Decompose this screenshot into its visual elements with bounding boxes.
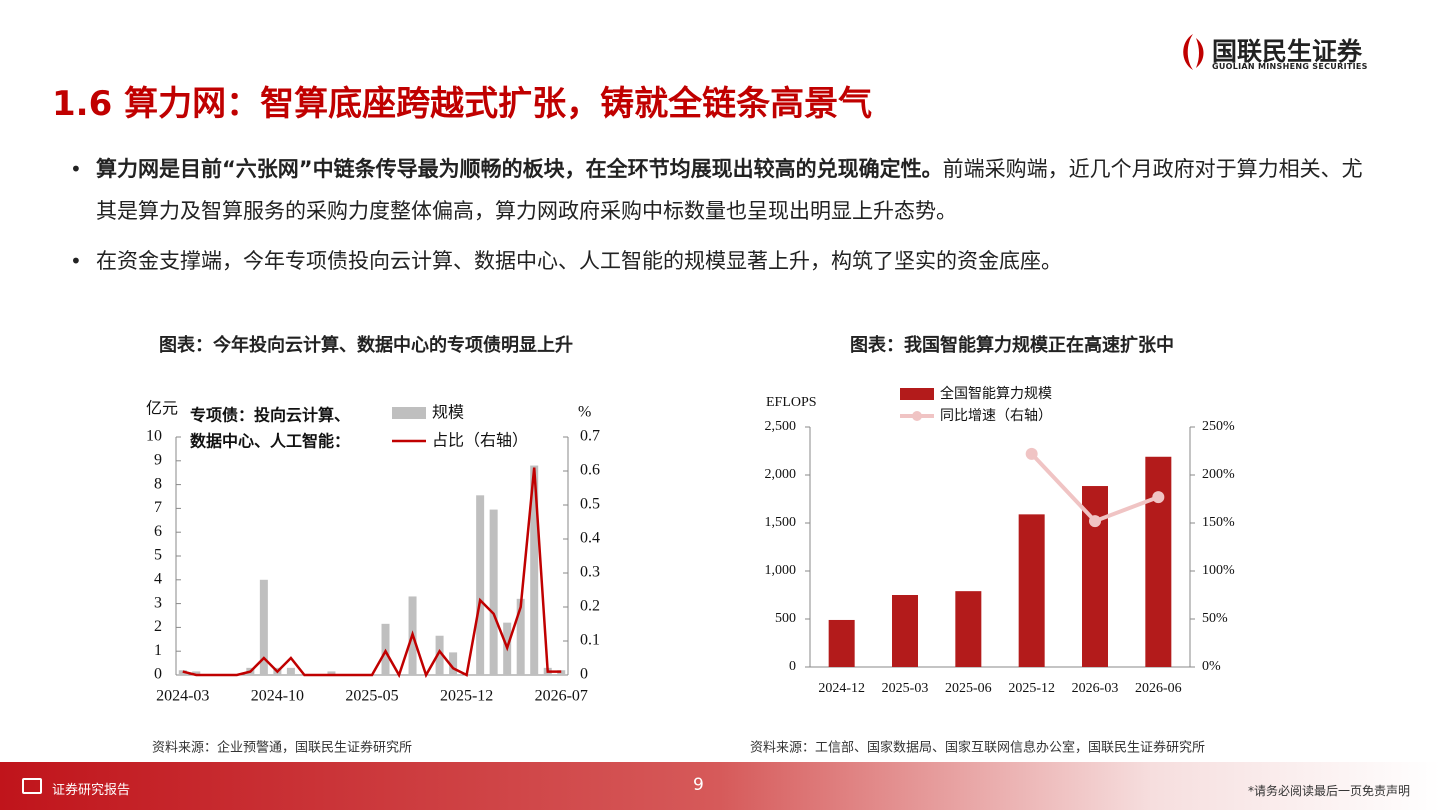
y-tick-label: 0 (154, 666, 162, 683)
bar (1145, 456, 1172, 667)
annotation: 数据中心、人工智能： (190, 432, 350, 451)
y2-axis-label: % (578, 404, 591, 421)
marker (1025, 447, 1038, 460)
y2-tick-label: 250% (1202, 419, 1235, 434)
y2-tick-label: 0.6 (580, 462, 600, 479)
legend-marker (912, 411, 922, 421)
y-tick-label: 6 (154, 523, 162, 540)
bar (955, 591, 982, 667)
x-tick-label: 2026-06 (1135, 681, 1182, 696)
page-number: 9 (693, 775, 704, 795)
bar (286, 667, 295, 675)
disclaimer: *请务必阅读最后一页免责声明 (1248, 784, 1411, 798)
y2-tick-label: 0.4 (580, 530, 600, 547)
bar (530, 465, 539, 675)
chart-title: 图表：今年投向云计算、数据中心的专项债明显上升 (159, 334, 573, 356)
x-tick-label: 2025-12 (440, 688, 493, 705)
y-tick-label: 2 (154, 618, 162, 635)
x-tick-label: 2025-12 (1008, 681, 1055, 696)
slide-title: 1.6 算力网：智算底座跨越式扩张，铸就全链条高景气 (52, 84, 873, 124)
y2-tick-label: 200% (1202, 467, 1235, 482)
bullet: • 在资金支撑端，今年专项债投向云计算、数据中心、人工智能的规模显著上升，构筑了坚… (70, 249, 1062, 273)
legend-label: 同比增速（右轴） (940, 408, 1052, 424)
y-tick-label: 2,500 (765, 419, 797, 434)
y-tick-label: 10 (146, 428, 162, 445)
x-tick-label: 2026-07 (535, 688, 588, 705)
x-tick-label: 2025-05 (345, 688, 398, 705)
bar (259, 579, 268, 675)
y2-tick-label: 0.7 (580, 428, 600, 445)
x-tick-label: 2024-03 (156, 688, 209, 705)
bar (327, 671, 336, 675)
marker (1089, 515, 1101, 528)
legend-swatch (900, 388, 934, 400)
bar (435, 635, 444, 675)
y-tick-label: 0 (789, 659, 796, 674)
y2-tick-label: 0.3 (580, 564, 600, 581)
y-tick-label: 4 (154, 570, 162, 587)
bar (192, 671, 201, 675)
annotation: 专项债：投向云计算、 (190, 406, 350, 425)
logo-icon (1178, 32, 1208, 72)
y2-tick-label: 0 (580, 666, 588, 683)
x-tick-label: 2025-06 (945, 681, 992, 696)
bullet-text: 前端采购端，近几个月政府对于算力相关、尤其是算力及智算服务的采购力度整体偏高，算… (96, 157, 1363, 223)
source: 资料来源：工信部、国家数据局、国家互联网信息办公室，国联民生证券研究所 (750, 740, 1205, 756)
x-tick-label: 2024-10 (251, 688, 304, 705)
y-tick-label: 7 (154, 499, 162, 516)
y-tick-label: 2,000 (765, 467, 797, 482)
y2-tick-label: 50% (1202, 611, 1228, 626)
bar (828, 619, 855, 667)
y-tick-label: 1,500 (765, 515, 797, 530)
book-icon (22, 778, 42, 794)
y-tick-label: 3 (154, 594, 162, 611)
bullet-text: 在资金支撑端，今年专项债投向云计算、数据中心、人工智能的规模显著上升，构筑了坚实… (96, 249, 1062, 273)
y2-tick-label: 150% (1202, 515, 1235, 530)
x-tick-label: 2024-12 (818, 681, 865, 696)
legend-label: 全国智能算力规模 (940, 385, 1052, 402)
marker (1152, 491, 1165, 504)
legend-label: 规模 (432, 403, 464, 422)
y-tick-label: 8 (154, 475, 162, 492)
y2-tick-label: 0.5 (580, 496, 600, 513)
bar (489, 509, 498, 675)
footer-bar (0, 762, 1440, 810)
bar (892, 595, 918, 667)
logo-name: 国联民生证券 (1212, 37, 1363, 66)
chart-title: 图表：我国智能算力规模正在高速扩张中 (850, 334, 1174, 356)
y-tick-label: 500 (775, 611, 796, 626)
y-tick-label: 1 (154, 642, 162, 659)
y-axis-label: EFLOPS (766, 395, 817, 410)
y-tick-label: 9 (154, 451, 162, 468)
bullet-bold: 算力网是目前“六张网”中链条传导最为顺畅的板块，在全环节均展现出较高的兑现确定性… (96, 157, 943, 181)
line (182, 467, 562, 679)
y2-tick-label: 0.2 (580, 598, 600, 615)
y2-tick-label: 0.1 (580, 632, 600, 649)
charts: 图表：今年投向云计算、数据中心的专项债明显上升资料来源：企业预警通，国联民生证券… (146, 334, 1235, 756)
bar (476, 495, 485, 675)
x-tick-label: 2025-03 (882, 681, 929, 696)
y2-tick-label: 0% (1202, 659, 1221, 674)
y2-tick-label: 100% (1202, 563, 1235, 578)
bullet: • 算力网是目前“六张网”中链条传导最为顺畅的板块，在全环节均展现出较高的兑现确定… (70, 157, 1363, 223)
legend-swatch (392, 407, 426, 419)
y-tick-label: 5 (154, 547, 162, 564)
bar (449, 652, 458, 675)
footer-label: 证券研究报告 (52, 783, 131, 798)
legend-label: 占比（右轴） (432, 431, 528, 450)
bar (516, 598, 525, 675)
y-axis-label: 亿元 (146, 400, 178, 418)
bar (1018, 514, 1045, 667)
logo-sub: GUOLIAN MINSHENG SECURITIES (1212, 62, 1368, 71)
y-tick-label: 1,000 (765, 563, 797, 578)
source: 资料来源：企业预警通，国联民生证券研究所 (152, 740, 412, 756)
x-tick-label: 2026-03 (1072, 681, 1119, 696)
